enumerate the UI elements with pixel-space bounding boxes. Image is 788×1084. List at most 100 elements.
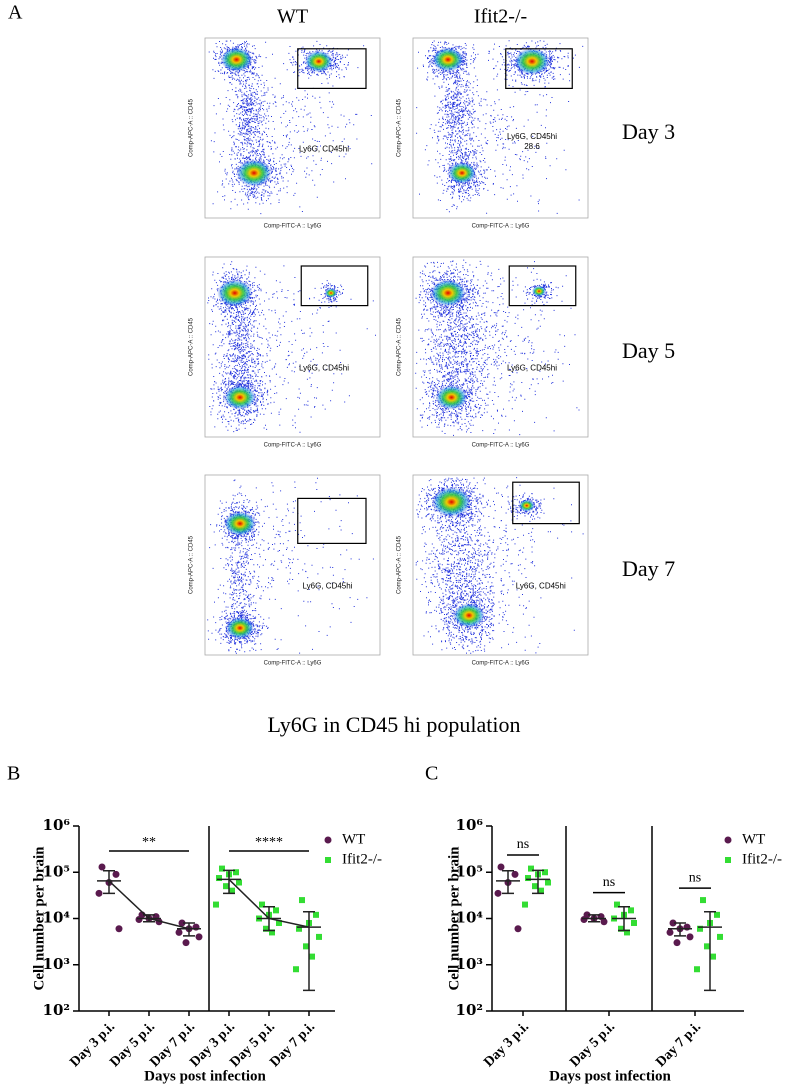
error-bar — [183, 922, 195, 937]
error-bar — [303, 910, 315, 992]
error-bar — [674, 922, 686, 937]
y-tick-label: 10³ — [456, 955, 483, 973]
x-axis-label: Comp-FITC-A :: Ly6G — [472, 443, 530, 449]
y-tick-label: 10⁴ — [43, 909, 71, 927]
row-label: Day 5 — [622, 338, 675, 363]
error-bar — [532, 869, 544, 895]
y-tick-label: 10⁵ — [43, 862, 70, 880]
gate-label: Ly6G, CD45hi — [507, 364, 557, 373]
data-point — [313, 911, 319, 918]
legend-marker — [325, 857, 331, 863]
data-point — [216, 875, 222, 882]
data-point — [686, 933, 694, 941]
significance-label: ** — [142, 835, 156, 850]
data-point — [182, 939, 190, 947]
event-dots — [207, 261, 376, 433]
data-point — [694, 966, 700, 973]
density-core — [448, 162, 476, 184]
data-point — [542, 869, 548, 876]
x-axis-title: Days post infection — [549, 1068, 671, 1084]
data-point — [293, 966, 299, 973]
data-point — [522, 901, 528, 908]
y-tick-label: 10⁵ — [456, 862, 483, 880]
data-point — [273, 907, 279, 914]
data-point — [700, 897, 706, 904]
panel-label: C — [425, 763, 438, 785]
density-core — [304, 50, 333, 73]
data-point — [497, 863, 505, 871]
gate-value: 28.6 — [524, 142, 540, 151]
error-bar — [618, 905, 630, 932]
data-point — [175, 928, 183, 936]
data-point — [95, 889, 103, 897]
gate — [512, 481, 580, 525]
gate — [505, 48, 573, 89]
data-point — [704, 943, 710, 950]
density-core — [453, 603, 485, 628]
data-point — [223, 883, 229, 890]
significance-label: ns — [689, 870, 701, 885]
data-point — [624, 929, 630, 936]
data-point — [233, 869, 239, 876]
gate — [300, 265, 369, 307]
data-point — [115, 925, 123, 933]
data-point — [628, 907, 634, 914]
data-point — [514, 925, 522, 933]
density-core — [224, 385, 256, 410]
data-point — [580, 916, 588, 924]
data-point — [135, 916, 143, 924]
data-point — [303, 943, 309, 950]
y-axis-label: Comp-APC-A :: CD45 — [189, 535, 195, 594]
mean-connector — [228, 878, 310, 928]
density-core — [532, 285, 546, 297]
error-bar — [502, 869, 514, 895]
y-axis-label: Comp-APC-A :: CD45 — [397, 98, 403, 157]
significance-label: ns — [517, 837, 529, 852]
gate-label: Ly6G, CD45hi — [299, 145, 349, 154]
data-point — [316, 933, 322, 940]
x-tick-label: Day 5 p.i. — [567, 1019, 618, 1070]
error-bar — [223, 869, 235, 895]
event-dots — [416, 40, 584, 214]
data-point — [192, 923, 200, 931]
legend-marker — [324, 836, 332, 844]
y-tick-label: 10⁶ — [456, 816, 484, 834]
data-point — [299, 897, 305, 904]
data-point — [511, 870, 519, 878]
y-tick-label: 10⁴ — [456, 909, 484, 927]
mean-connector — [108, 880, 190, 930]
density-core — [324, 288, 338, 298]
data-point — [710, 953, 716, 960]
significance-label: ns — [603, 875, 615, 890]
data-point — [276, 919, 282, 926]
x-axis-label: Comp-FITC-A :: Ly6G — [472, 224, 530, 230]
density-core — [432, 487, 471, 517]
data-point — [538, 887, 544, 894]
density-core — [226, 617, 254, 639]
data-point — [545, 879, 551, 886]
legend-label: WT — [342, 831, 365, 847]
significance-label: **** — [255, 835, 283, 850]
y-tick-label: 10² — [43, 1001, 70, 1019]
x-axis-title: Days post infection — [144, 1068, 266, 1084]
gate — [297, 48, 367, 89]
data-point — [98, 863, 106, 871]
data-point — [269, 929, 275, 936]
plot-frame — [412, 256, 589, 438]
data-point — [236, 879, 242, 886]
y-axis-label: Comp-APC-A :: CD45 — [397, 535, 403, 594]
plot-frame — [204, 474, 381, 656]
data-point — [528, 865, 534, 872]
data-point — [600, 918, 608, 926]
density-core — [514, 47, 550, 75]
density-core — [518, 499, 535, 512]
plot-frame — [204, 37, 381, 219]
event-dots — [415, 477, 584, 654]
plot-frame — [204, 256, 381, 438]
